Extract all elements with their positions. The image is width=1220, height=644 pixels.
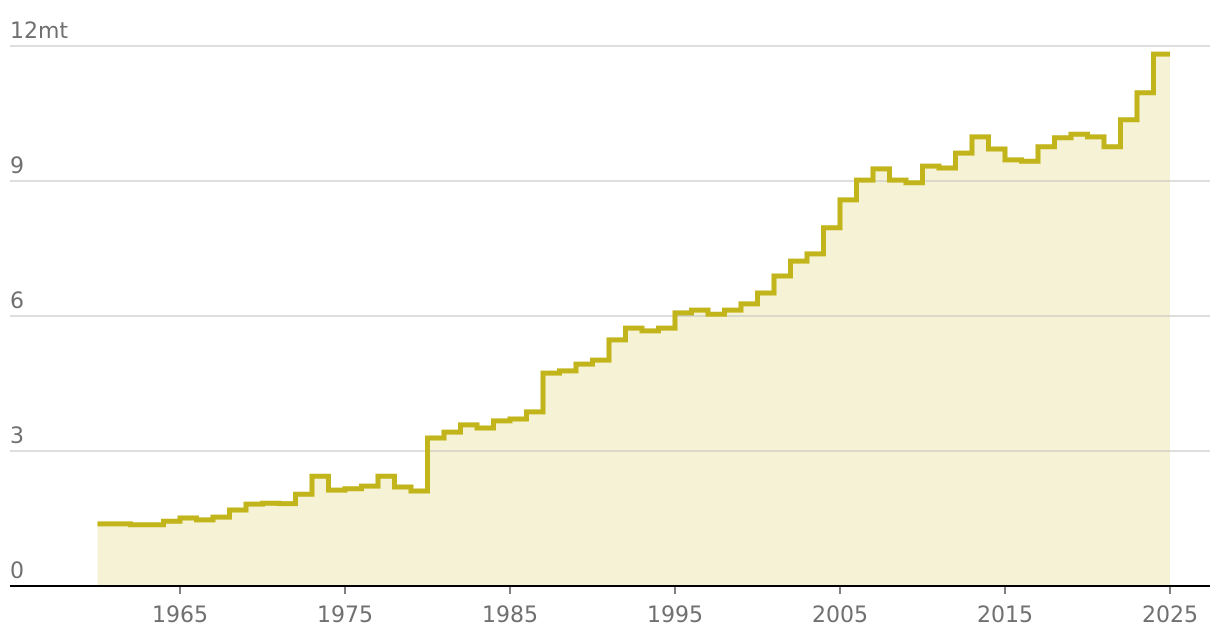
- area: [97, 54, 1170, 587]
- y-tick-label: 6: [10, 289, 24, 314]
- x-tick-label: 2025: [1142, 603, 1198, 628]
- x-tick-label: 2005: [812, 603, 868, 628]
- x-tick-label: 1985: [482, 603, 538, 628]
- x-tick-label: 1995: [647, 603, 703, 628]
- y-tick-label: 12mt: [10, 19, 68, 44]
- y-tick-label: 9: [10, 154, 24, 179]
- y-tick-label: 0: [10, 559, 24, 584]
- y-tick-label: 3: [10, 424, 24, 449]
- x-tick-label: 1975: [317, 603, 373, 628]
- line: [97, 51, 1170, 528]
- x-tick-label: 2015: [977, 603, 1033, 628]
- x-tick-label: 1965: [152, 603, 208, 628]
